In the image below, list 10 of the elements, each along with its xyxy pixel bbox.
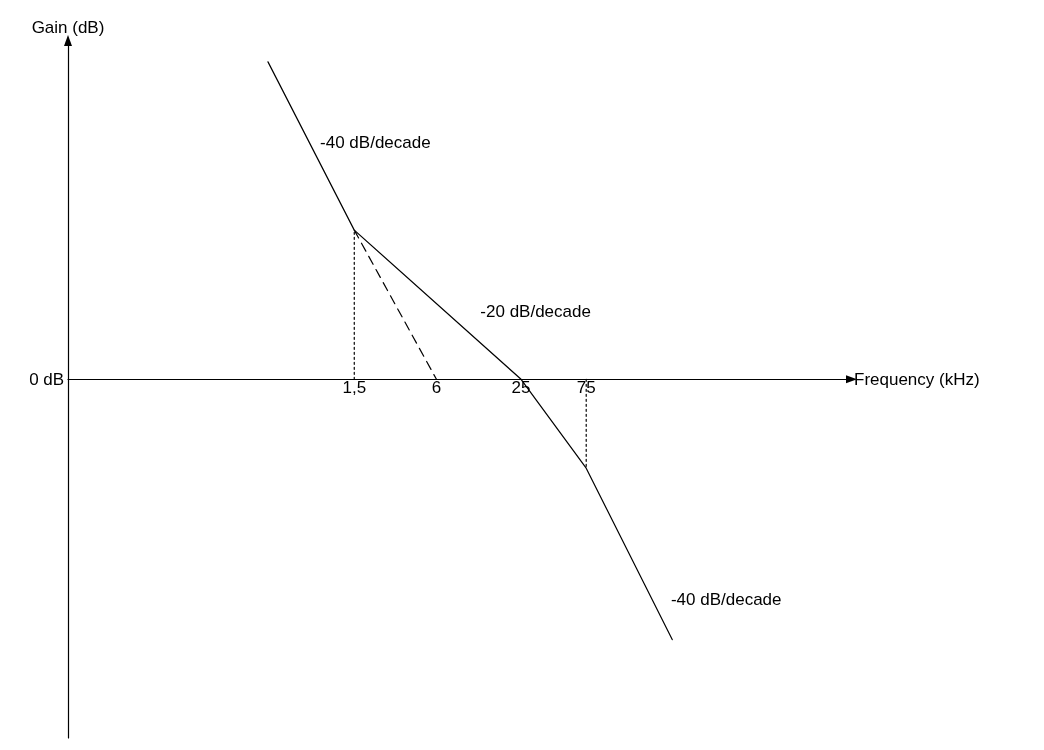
x-tick-label: 25: [511, 378, 531, 398]
annotation: -40 dB/decade: [670, 590, 782, 610]
x-axis-title: Frequency (kHz): [854, 369, 980, 389]
y-axis-title: Gain (dB): [31, 18, 105, 37]
annotation: -20 dB/decade: [480, 302, 591, 322]
text: 0 dB: [29, 369, 65, 389]
x-tick-label: 1,5: [342, 378, 367, 398]
x-tick-label: 6: [431, 378, 442, 398]
annotation: -40 dB/decade: [320, 132, 431, 152]
x-tick-label: 75: [576, 378, 596, 398]
